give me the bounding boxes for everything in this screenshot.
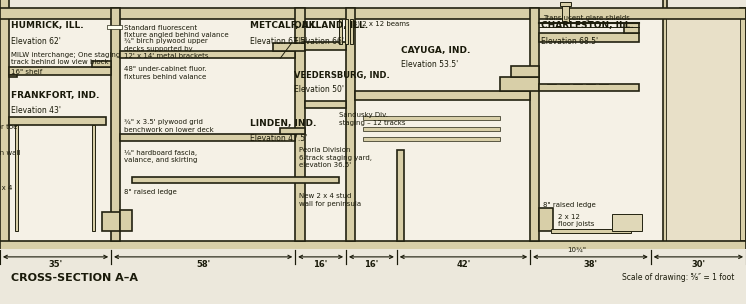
Text: OAKLAND, ILL.: OAKLAND, ILL.	[294, 21, 368, 30]
Bar	[346, 8, 355, 241]
Text: Foundation wall: Foundation wall	[0, 150, 20, 156]
Bar	[539, 33, 639, 42]
Bar	[501, 77, 539, 92]
Text: 16': 16'	[313, 260, 327, 269]
Bar	[107, 25, 122, 29]
Text: 8" raised ledge: 8" raised ledge	[543, 202, 596, 208]
Bar	[101, 212, 120, 231]
Bar	[273, 43, 304, 51]
Bar	[624, 23, 639, 33]
Bar	[408, 135, 416, 164]
Text: CROSS-SECTION A–A: CROSS-SECTION A–A	[11, 273, 138, 283]
Bar	[539, 208, 553, 231]
Text: 30': 30'	[692, 260, 706, 269]
Bar	[280, 128, 304, 134]
Bar	[111, 8, 120, 241]
Bar	[15, 125, 18, 231]
Bar	[416, 130, 438, 180]
Text: 38': 38'	[583, 260, 598, 269]
Text: 16': 16'	[364, 260, 378, 269]
Bar	[0, 241, 746, 251]
Bar	[9, 67, 111, 75]
Bar	[92, 125, 95, 231]
Text: ¾" x 3.5' plywood grid
benchwork on lower deck: ¾" x 3.5' plywood grid benchwork on lowe…	[124, 119, 214, 133]
Text: MILW interchange; One staging
track behind low view block: MILW interchange; One staging track behi…	[11, 52, 120, 65]
Text: Scale of drawing: ⅝″ = 1 foot: Scale of drawing: ⅝″ = 1 foot	[622, 273, 735, 282]
Text: Elevation 43': Elevation 43'	[11, 106, 61, 115]
Bar	[741, 8, 746, 241]
Text: Sandusky Div.
staging – 12 tracks: Sandusky Div. staging – 12 tracks	[339, 112, 405, 126]
Text: Elevation 53.5': Elevation 53.5'	[401, 60, 458, 69]
Text: New 2 x 4 stud
wall for peninsula: New 2 x 4 stud wall for peninsula	[299, 193, 361, 207]
Text: METCALF, ILL.: METCALF, ILL.	[251, 21, 321, 30]
Bar	[131, 177, 339, 183]
Bar	[120, 51, 295, 58]
Text: 2 x 2 legs
inset 9" for toe
clearance: 2 x 2 legs inset 9" for toe clearance	[0, 116, 17, 137]
Bar	[0, 8, 746, 19]
Text: Standard fluorescent
fixture angled behind valance: Standard fluorescent fixture angled behi…	[124, 25, 229, 38]
Bar	[363, 127, 501, 131]
Ellipse shape	[420, 109, 433, 132]
Bar	[363, 137, 501, 141]
Bar	[612, 214, 642, 231]
Text: 8" raised ledge: 8" raised ledge	[124, 189, 177, 195]
Text: CAYUGA, IND.: CAYUGA, IND.	[401, 46, 470, 55]
Text: Elevation 62': Elevation 62'	[11, 37, 61, 47]
Bar	[667, 8, 741, 241]
Text: (3) 2 x 12 beams: (3) 2 x 12 beams	[350, 21, 410, 27]
Text: 42': 42'	[457, 260, 471, 269]
Text: ¾" birch plywood upper
decks supported by
12' x 14' metal brackets: ¾" birch plywood upper decks supported b…	[124, 38, 209, 59]
Bar	[560, 2, 571, 6]
Bar	[339, 19, 342, 44]
Text: FRANKFORT, IND.: FRANKFORT, IND.	[11, 92, 99, 100]
Bar	[551, 229, 631, 233]
Bar	[438, 135, 445, 161]
Bar	[355, 92, 530, 100]
Text: Existing 2 x 4
stud wall: Existing 2 x 4 stud wall	[0, 185, 12, 199]
Bar	[295, 8, 304, 241]
Text: Elevation 66': Elevation 66'	[294, 37, 344, 47]
Bar	[539, 84, 639, 92]
Text: 35': 35'	[48, 260, 63, 269]
Bar	[562, 6, 569, 23]
Text: VEEDERSBURG, IND.: VEEDERSBURG, IND.	[294, 71, 389, 80]
Bar	[93, 61, 111, 67]
Bar	[9, 75, 16, 77]
Bar	[345, 19, 348, 44]
Bar	[397, 150, 404, 241]
Bar	[419, 180, 426, 231]
Text: Elevation 47.5': Elevation 47.5'	[251, 134, 307, 143]
Text: 48" under-cabinet fluor.
fixtures behind valance: 48" under-cabinet fluor. fixtures behind…	[124, 67, 207, 80]
Bar	[120, 210, 131, 231]
Bar	[304, 42, 346, 50]
Bar	[0, 0, 9, 251]
Bar	[512, 67, 539, 77]
Bar	[427, 180, 434, 231]
Bar	[304, 101, 346, 108]
Text: 58': 58'	[196, 260, 210, 269]
Text: 16" shelf: 16" shelf	[11, 69, 43, 75]
Text: HUMRICK, ILL.: HUMRICK, ILL.	[11, 21, 84, 30]
Text: LINDEN, IND.: LINDEN, IND.	[251, 119, 317, 128]
Bar	[9, 117, 107, 125]
Text: 2 x 12
floor joists: 2 x 12 floor joists	[558, 214, 595, 227]
Text: Elevation 63.5': Elevation 63.5'	[251, 37, 307, 47]
Bar	[662, 0, 667, 251]
Text: Translucent glare shields: Translucent glare shields	[543, 15, 630, 21]
Bar	[363, 116, 501, 120]
Text: CHARLESTON, ILL.: CHARLESTON, ILL.	[542, 21, 634, 30]
Text: ⅛" hardboard fascia,
valance, and skirting: ⅛" hardboard fascia, valance, and skirti…	[124, 150, 198, 163]
Bar	[120, 134, 295, 141]
Bar	[530, 8, 539, 241]
Text: Elevation 68.5': Elevation 68.5'	[542, 37, 598, 47]
Bar	[350, 19, 353, 44]
Text: Peoria Division
6-track staging yard,
elevation 36.5': Peoria Division 6-track staging yard, el…	[299, 147, 372, 168]
Text: Elevation 50': Elevation 50'	[294, 85, 344, 94]
Text: 10¾": 10¾"	[568, 247, 586, 253]
